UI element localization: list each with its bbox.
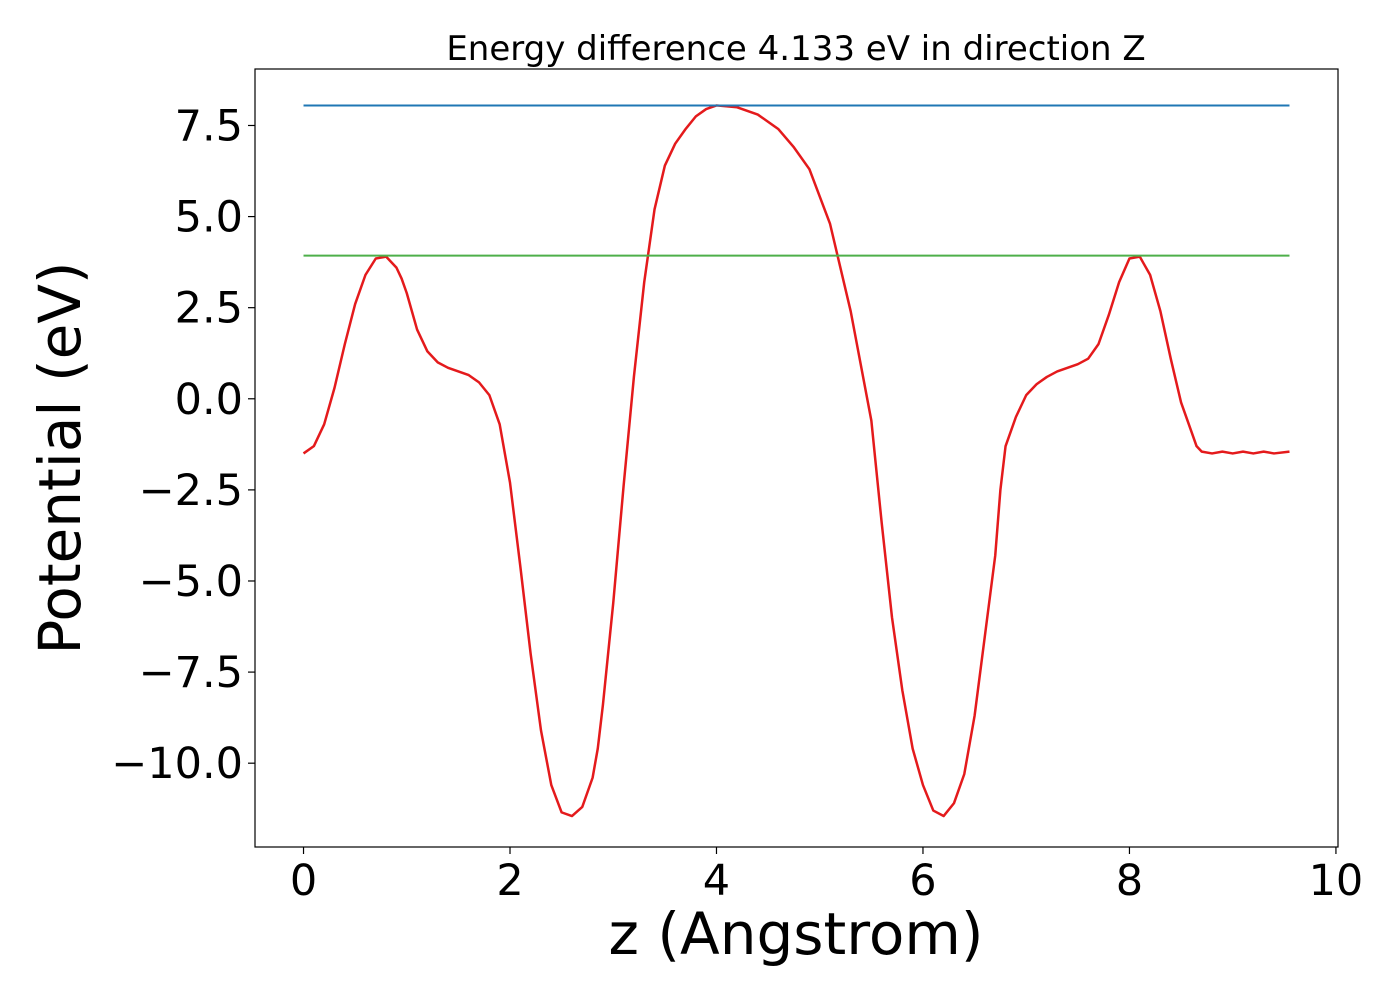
plot-frame — [254, 68, 1339, 848]
y-tick-label: 2.5 — [175, 284, 243, 334]
y-axis: 7.5 5.0 2.5 0.0 −2.5 −5.0 −7.5 −10.0 — [111, 101, 255, 789]
y-tick-label: 5.0 — [175, 193, 243, 243]
x-tick-label: 10 — [1309, 856, 1364, 906]
x-tick-label: 8 — [1116, 856, 1143, 906]
series-line-0 — [302, 104, 1290, 818]
plot-area — [302, 104, 1290, 818]
x-tick-label: 4 — [703, 856, 730, 906]
y-tick-label: −2.5 — [139, 466, 243, 516]
y-tick-label: −7.5 — [139, 648, 243, 698]
x-tick-label: 2 — [496, 856, 523, 906]
x-axis-label: z (Angstrom) — [609, 900, 984, 968]
y-tick-label: 0.0 — [175, 375, 243, 425]
x-tick-label: 0 — [290, 856, 317, 906]
y-tick-label: 7.5 — [175, 101, 243, 151]
y-tick-label: −5.0 — [139, 557, 243, 607]
x-axis: 0 2 4 6 8 10 — [290, 847, 1363, 906]
x-tick-label: 6 — [909, 856, 936, 906]
y-axis-label: Potential (eV) — [26, 261, 94, 654]
y-tick-label: −10.0 — [111, 739, 243, 789]
chart-title: Energy difference 4.133 eV in direction … — [446, 29, 1145, 69]
